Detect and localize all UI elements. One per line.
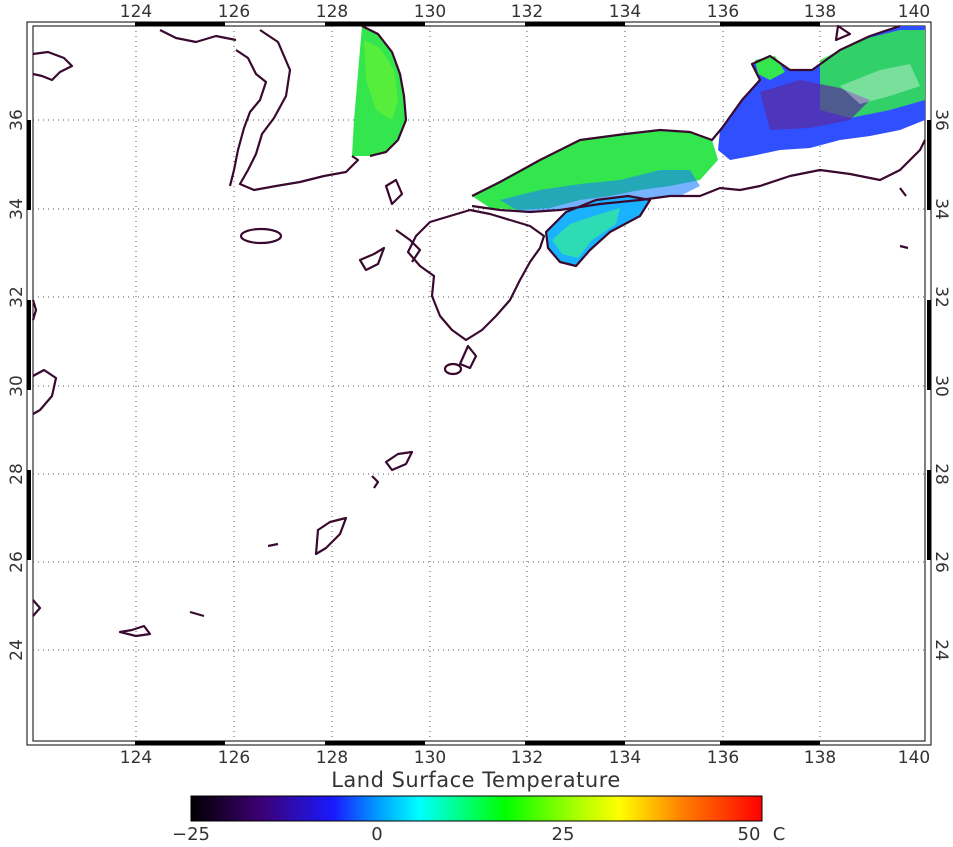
map-title: Land Surface Temperature bbox=[331, 768, 621, 792]
lat-tick-label: 34 bbox=[7, 198, 27, 220]
lat-tick-label: 24 bbox=[7, 639, 27, 661]
lon-tick-label: 132 bbox=[511, 2, 543, 22]
lat-tick-label: 34 bbox=[931, 198, 951, 220]
coastlines bbox=[31, 24, 926, 638]
lon-tick-label: 134 bbox=[609, 748, 641, 768]
lon-tick-label: 138 bbox=[804, 748, 836, 768]
colorbar-unit: C bbox=[773, 824, 786, 845]
lon-tick-label: 136 bbox=[707, 748, 739, 768]
lon-ticks-bottom: 124 126 128 130 132 134 136 138 140 bbox=[120, 748, 930, 768]
gridlines bbox=[33, 26, 925, 741]
lat-tick-label: 24 bbox=[931, 639, 951, 661]
lon-tick-label: 126 bbox=[218, 748, 250, 768]
colorbar-min-label: −25 bbox=[172, 824, 210, 845]
lat-ticks-right: 24 26 28 30 32 34 36 bbox=[931, 109, 951, 661]
lon-tick-label: 124 bbox=[120, 2, 152, 22]
colorbar-gradient bbox=[190, 795, 763, 822]
lon-tick-label: 138 bbox=[804, 2, 836, 22]
lat-tick-label: 32 bbox=[931, 286, 951, 308]
honshu-west-temperature-swath bbox=[472, 130, 718, 210]
colorbar: −25 0 25 50 C bbox=[172, 795, 786, 845]
lon-tick-label: 130 bbox=[414, 2, 446, 22]
lat-tick-label: 36 bbox=[7, 109, 27, 131]
lat-tick-label: 26 bbox=[931, 551, 951, 573]
lat-tick-label: 36 bbox=[931, 109, 951, 131]
colorbar-max-label: 50 bbox=[738, 824, 761, 845]
lon-tick-label: 132 bbox=[511, 748, 543, 768]
lat-ticks-left: 24 26 28 30 32 34 36 bbox=[7, 109, 27, 661]
lon-tick-label: 140 bbox=[898, 2, 930, 22]
colorbar-mid2-label: 25 bbox=[552, 824, 575, 845]
lat-tick-label: 32 bbox=[7, 286, 27, 308]
lon-tick-label: 134 bbox=[609, 2, 641, 22]
temperature-field bbox=[352, 26, 925, 266]
lat-tick-label: 26 bbox=[7, 551, 27, 573]
lon-tick-label: 124 bbox=[120, 748, 152, 768]
lat-tick-label: 28 bbox=[931, 463, 951, 485]
lat-tick-label: 30 bbox=[7, 375, 27, 397]
lon-ticks-top: 124 126 128 130 132 134 136 138 140 bbox=[120, 2, 930, 22]
lat-tick-label: 28 bbox=[7, 463, 27, 485]
colorbar-mid1-label: 0 bbox=[371, 824, 382, 845]
lon-tick-label: 130 bbox=[414, 748, 446, 768]
lon-tick-label: 136 bbox=[707, 2, 739, 22]
lon-tick-label: 140 bbox=[898, 748, 930, 768]
lat-tick-label: 30 bbox=[931, 375, 951, 397]
lon-tick-label: 128 bbox=[316, 748, 348, 768]
lon-tick-label: 126 bbox=[218, 2, 250, 22]
lon-tick-label: 128 bbox=[316, 2, 348, 22]
